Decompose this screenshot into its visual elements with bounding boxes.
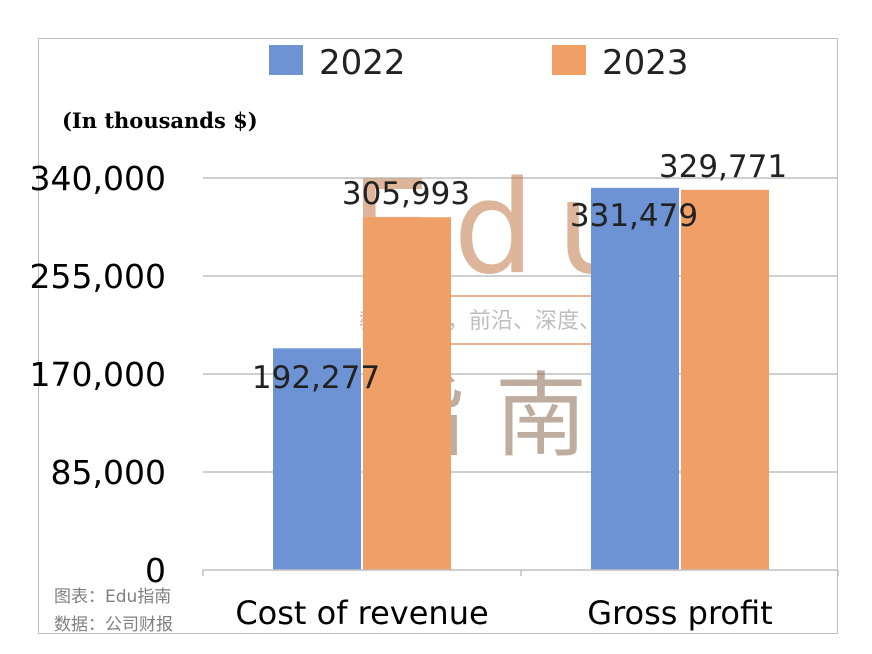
data-label: 329,771	[659, 149, 787, 185]
source-data: 数据：公司财报	[54, 615, 173, 635]
bar	[591, 187, 679, 570]
axes: 0 85,000 170,000 255,000 340,000 Cost of reve…	[30, 159, 839, 632]
y-tick-label: 255,000	[30, 257, 166, 296]
data-label: 305,993	[342, 176, 470, 212]
y-tick-label: 340,000	[30, 159, 166, 198]
legend: 2022 2023	[269, 43, 689, 83]
y-tick-label: 0	[145, 551, 166, 590]
data-labels: 192,277 305,993 331,479 329,771	[252, 149, 787, 396]
source-chart: 图表：Edu指南	[54, 587, 172, 607]
data-label: 331,479	[570, 198, 698, 234]
legend-label: 2022	[319, 43, 406, 83]
legend-swatch	[269, 45, 303, 75]
bars	[273, 187, 769, 570]
bar	[363, 217, 451, 570]
data-label: 192,277	[252, 360, 380, 396]
bar	[681, 189, 769, 570]
legend-label: 2023	[602, 43, 689, 83]
x-category-label: Cost of revenue	[235, 594, 488, 632]
x-category-label: Gross profit	[587, 594, 772, 632]
y-tick-label: 170,000	[30, 355, 166, 394]
bar	[273, 348, 361, 570]
unit-note: (In thousands $)	[62, 108, 258, 133]
legend-swatch	[552, 45, 586, 75]
y-tick-label: 85,000	[51, 453, 166, 492]
